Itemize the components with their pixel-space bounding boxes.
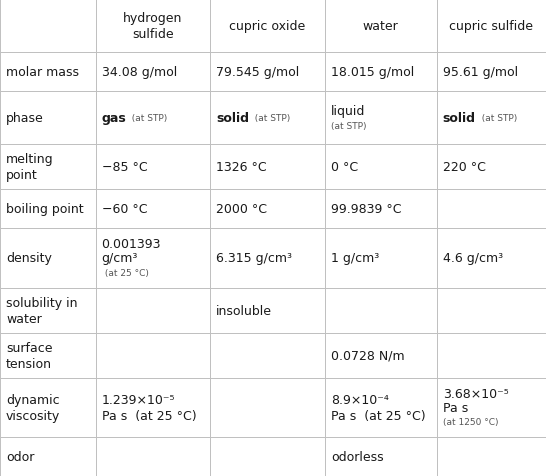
Bar: [210, 145, 325, 190]
Bar: [0, 0, 96, 53]
Text: Pa s: Pa s: [443, 401, 468, 414]
Bar: [325, 378, 437, 437]
Bar: [96, 92, 210, 145]
Bar: [0, 190, 96, 229]
Text: insoluble: insoluble: [216, 304, 272, 317]
Text: Pa s  (at 25 °C): Pa s (at 25 °C): [102, 409, 196, 422]
Text: dynamic
viscosity: dynamic viscosity: [6, 393, 60, 422]
Bar: [210, 229, 325, 288]
Text: solubility in
water: solubility in water: [6, 296, 78, 325]
Bar: [325, 229, 437, 288]
Text: odor: odor: [6, 450, 34, 463]
Text: phase: phase: [6, 112, 44, 125]
Bar: [0, 437, 96, 476]
Bar: [96, 437, 210, 476]
Text: melting
point: melting point: [6, 153, 54, 182]
Bar: [437, 288, 546, 333]
Text: cupric oxide: cupric oxide: [229, 20, 306, 33]
Text: 95.61 g/mol: 95.61 g/mol: [443, 66, 518, 79]
Bar: [96, 378, 210, 437]
Bar: [0, 288, 96, 333]
Bar: [96, 333, 210, 378]
Bar: [96, 190, 210, 229]
Text: 6.315 g/cm³: 6.315 g/cm³: [216, 252, 292, 265]
Text: (at STP): (at STP): [331, 121, 366, 130]
Text: 34.08 g/mol: 34.08 g/mol: [102, 66, 177, 79]
Text: odorless: odorless: [331, 450, 383, 463]
Text: (at STP): (at STP): [476, 114, 517, 123]
Bar: [437, 145, 546, 190]
Bar: [0, 92, 96, 145]
Bar: [325, 53, 437, 92]
Bar: [210, 288, 325, 333]
Text: 2000 °C: 2000 °C: [216, 203, 267, 216]
Text: 1326 °C: 1326 °C: [216, 161, 267, 174]
Text: 79.545 g/mol: 79.545 g/mol: [216, 66, 299, 79]
Text: (at STP): (at STP): [126, 114, 168, 123]
Text: surface
tension: surface tension: [6, 341, 52, 370]
Text: 3.68×10⁻⁵: 3.68×10⁻⁵: [443, 387, 508, 400]
Bar: [96, 229, 210, 288]
Bar: [437, 53, 546, 92]
Bar: [96, 145, 210, 190]
Bar: [437, 229, 546, 288]
Bar: [325, 145, 437, 190]
Text: (at 1250 °C): (at 1250 °C): [443, 417, 498, 426]
Bar: [325, 190, 437, 229]
Text: −60 °C: −60 °C: [102, 203, 147, 216]
Text: 18.015 g/mol: 18.015 g/mol: [331, 66, 414, 79]
Bar: [0, 229, 96, 288]
Text: hydrogen
sulfide: hydrogen sulfide: [123, 12, 182, 41]
Bar: [0, 53, 96, 92]
Bar: [325, 437, 437, 476]
Bar: [210, 333, 325, 378]
Bar: [437, 190, 546, 229]
Text: 220 °C: 220 °C: [443, 161, 486, 174]
Text: 8.9×10⁻⁴: 8.9×10⁻⁴: [331, 393, 389, 406]
Bar: [437, 92, 546, 145]
Text: 1 g/cm³: 1 g/cm³: [331, 252, 379, 265]
Bar: [325, 92, 437, 145]
Bar: [210, 190, 325, 229]
Bar: [325, 333, 437, 378]
Text: gas: gas: [102, 112, 126, 125]
Text: cupric sulfide: cupric sulfide: [449, 20, 533, 33]
Bar: [96, 288, 210, 333]
Bar: [210, 53, 325, 92]
Text: 0.001393: 0.001393: [102, 238, 161, 251]
Text: solid: solid: [216, 112, 249, 125]
Text: boiling point: boiling point: [6, 203, 84, 216]
Text: molar mass: molar mass: [6, 66, 79, 79]
Bar: [0, 333, 96, 378]
Bar: [210, 92, 325, 145]
Bar: [325, 288, 437, 333]
Text: 0.0728 N/m: 0.0728 N/m: [331, 349, 405, 362]
Bar: [437, 333, 546, 378]
Bar: [96, 53, 210, 92]
Bar: [437, 378, 546, 437]
Bar: [210, 378, 325, 437]
Bar: [210, 437, 325, 476]
Bar: [210, 0, 325, 53]
Text: 1.239×10⁻⁵: 1.239×10⁻⁵: [102, 393, 175, 406]
Text: liquid: liquid: [331, 105, 365, 118]
Bar: [0, 145, 96, 190]
Text: solid: solid: [443, 112, 476, 125]
Bar: [437, 0, 546, 53]
Text: 99.9839 °C: 99.9839 °C: [331, 203, 401, 216]
Text: water: water: [363, 20, 399, 33]
Text: 4.6 g/cm³: 4.6 g/cm³: [443, 252, 503, 265]
Text: −85 °C: −85 °C: [102, 161, 147, 174]
Bar: [325, 0, 437, 53]
Text: g/cm³: g/cm³: [102, 252, 138, 265]
Bar: [0, 378, 96, 437]
Text: density: density: [6, 252, 52, 265]
Bar: [96, 0, 210, 53]
Text: (at STP): (at STP): [249, 114, 290, 123]
Text: Pa s  (at 25 °C): Pa s (at 25 °C): [331, 409, 425, 422]
Bar: [437, 437, 546, 476]
Text: 0 °C: 0 °C: [331, 161, 358, 174]
Text: (at 25 °C): (at 25 °C): [102, 268, 149, 277]
